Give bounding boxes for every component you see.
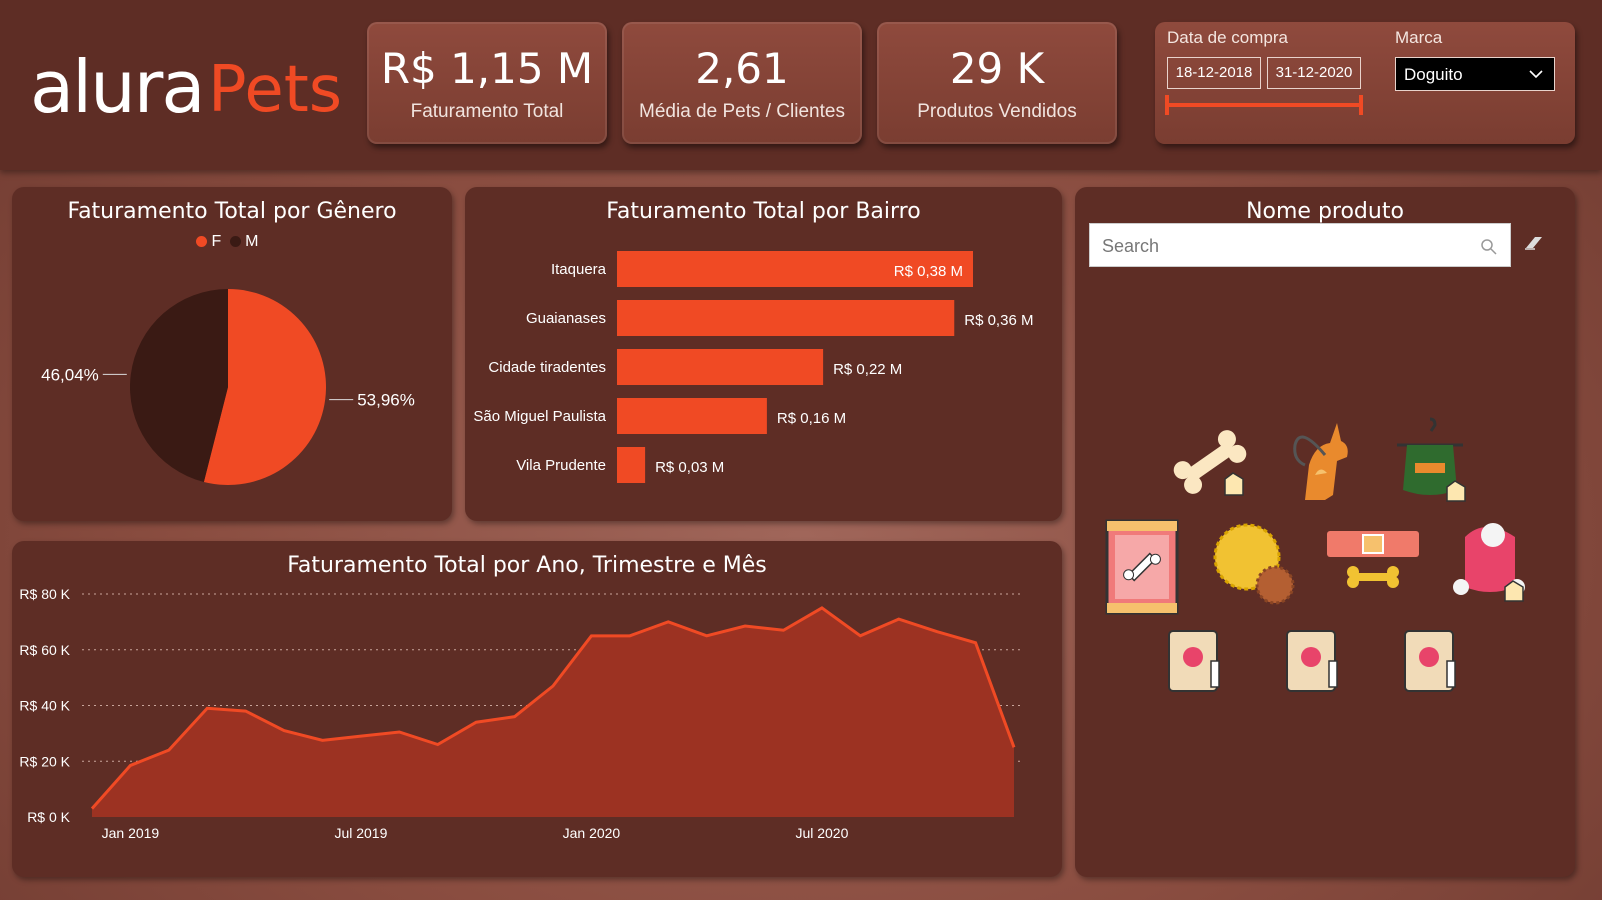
area-line [90,606,1016,810]
slider-start-handle[interactable] [1165,95,1169,115]
kpi-label: Faturamento Total [410,101,564,122]
bairro-panel-title: Faturamento Total por Bairro [606,199,921,224]
time-area-chart: R$ 0 K R$ 20 K R$ 40 K R$ 60 K R$ 80 K Jan 20… [19,586,1024,841]
logo-alura-text: alura [30,45,205,129]
kpi-value: R$ 1,15 M [380,44,594,93]
chevron-down-icon [1528,58,1544,105]
food-bag-icon[interactable] [1281,627,1371,717]
date-filter-label: Data de compra [1167,28,1288,47]
bar-data-label: R$ 0,38 M [894,263,963,280]
bar-data-label: R$ 0,22 M [833,361,902,378]
kpi-value: 2,61 [695,44,789,93]
pie-data-label: 46,04% [41,365,99,384]
bar-4 [617,447,646,483]
legend-m-label: M [245,233,259,250]
food-bag-icon[interactable] [1399,627,1489,717]
pie-slice-M [129,289,228,482]
eraser-icon[interactable] [1523,233,1545,257]
area-fill [92,607,1014,817]
bar-category-label: Cidade tiradentes [488,359,606,376]
x-tick-label: Jul 2020 [795,825,848,841]
gender-pie-chart: 53,96% 46,04% [41,289,415,485]
brand-filter-label: Marca [1395,28,1443,47]
brand-selected-value: Doguito [1404,65,1463,84]
bar-2 [617,349,824,385]
bone-toy-icon[interactable] [1165,417,1255,507]
legend-m-swatch [229,236,241,248]
dog-coat-icon[interactable] [1445,517,1535,607]
y-tick-label: R$ 80 K [19,586,70,602]
bar-data-label: R$ 0,16 M [777,410,846,427]
bar-category-label: Vila Prudente [516,457,606,474]
header-bar: alura Pets R$ 1,15 M Faturamento Total 2… [0,0,1602,170]
gender-panel-title: Faturamento Total por Gênero [67,199,397,224]
date-end-input[interactable]: 31-12-2020 [1267,57,1361,89]
bar-1 [617,300,955,336]
bar-3 [617,398,767,434]
product-panel: Nome produto Search [1075,187,1575,877]
gender-legend: F M [196,233,258,251]
filter-panel: Data de compra 18-12-2018 31-12-2020 Mar… [1155,22,1575,144]
product-search-input[interactable]: Search [1089,223,1511,267]
gender-panel: Faturamento Total por Gênero F M 53,96% 4… [12,187,452,521]
time-panel-title: Faturamento Total por Ano, Trimestre e M… [287,553,767,578]
dog-vest-icon[interactable] [1385,415,1475,505]
y-tick-label: R$ 20 K [19,753,70,769]
x-tick-label: Jan 2020 [563,825,621,841]
bar-data-label: R$ 0,03 M [655,459,724,476]
kpi-value: 29 K [949,44,1045,93]
kpi-faturamento-total: R$ 1,15 M Faturamento Total [367,22,607,144]
kpi-media-pets: 2,61 Média de Pets / Clientes [622,22,862,144]
bar-category-label: São Miguel Paulista [473,408,606,425]
dog-collar-icon[interactable] [1323,527,1419,617]
search-icon[interactable] [1480,224,1498,284]
legend-f-label: F [211,233,222,250]
treat-bag-icon[interactable] [1097,517,1187,615]
date-range-slider[interactable] [1165,95,1363,115]
y-tick-label: R$ 0 K [27,809,70,825]
bar-category-label: Itaquera [551,261,607,278]
search-placeholder: Search [1102,236,1160,256]
product-panel-title: Nome produto [1246,199,1404,224]
pie-slice-F [203,289,326,485]
y-tick-label: R$ 40 K [19,698,70,714]
kpi-label: Média de Pets / Clientes [639,101,845,122]
bar-category-label: Guaianases [526,310,606,327]
bairro-bar-chart: Itaquera R$ 0,38 M Guaianases R$ 0,36 M Cida… [473,251,1033,483]
dog-leash-icon[interactable] [1275,415,1365,505]
time-panel: Faturamento Total por Ano, Trimestre e M… [12,541,1062,877]
bar-0 [617,251,973,287]
bar-data-label: R$ 0,36 M [964,312,1033,329]
slider-end-handle[interactable] [1359,95,1363,115]
ball-toy-icon[interactable] [1207,517,1297,607]
legend-f-swatch [196,236,207,248]
food-bag-icon[interactable] [1163,627,1253,717]
brand-dropdown[interactable]: Doguito [1395,57,1555,91]
x-tick-label: Jul 2019 [334,825,387,841]
kpi-label: Produtos Vendidos [917,101,1077,122]
date-start-input[interactable]: 18-12-2018 [1167,57,1261,89]
pie-data-label: 53,96% [357,391,415,410]
kpi-produtos-vendidos: 29 K Produtos Vendidos [877,22,1117,144]
alura-pets-logo: alura Pets [30,42,350,132]
y-tick-label: R$ 60 K [19,642,70,658]
logo-pets-text: Pets [208,53,343,127]
x-tick-label: Jan 2019 [102,825,160,841]
bairro-panel: Faturamento Total por Bairro Itaquera R$ … [465,187,1062,521]
